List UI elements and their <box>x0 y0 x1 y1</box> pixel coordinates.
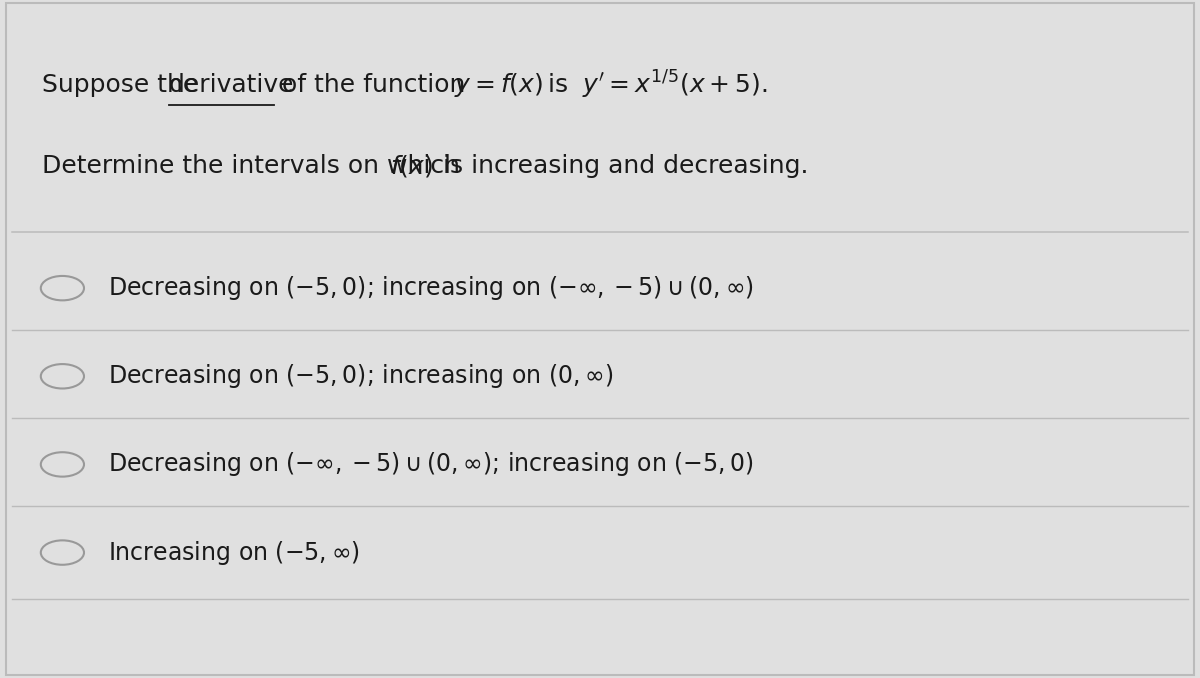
Text: Decreasing on $(-5, 0)$; increasing on $(0, \infty)$: Decreasing on $(-5, 0)$; increasing on $… <box>108 362 613 391</box>
Text: is increasing and decreasing.: is increasing and decreasing. <box>434 154 809 178</box>
Text: $f(x)$: $f(x)$ <box>390 153 433 179</box>
Text: of the function: of the function <box>275 73 474 97</box>
Text: Decreasing on $(-5, 0)$; increasing on $(-\infty, -5) \cup (0, \infty)$: Decreasing on $(-5, 0)$; increasing on $… <box>108 274 754 302</box>
Text: Decreasing on $(-\infty, -5) \cup (0, \infty)$; increasing on $(-5, 0)$: Decreasing on $(-\infty, -5) \cup (0, \i… <box>108 450 754 479</box>
Text: is: is <box>540 73 576 97</box>
Text: $y' = x^{1/5}(x + 5).$: $y' = x^{1/5}(x + 5).$ <box>582 68 768 101</box>
Text: derivative: derivative <box>169 73 294 97</box>
Text: Suppose the: Suppose the <box>42 73 206 97</box>
Text: $y = f(x)$: $y = f(x)$ <box>454 71 542 99</box>
Text: Increasing on $(-5, \infty)$: Increasing on $(-5, \infty)$ <box>108 538 360 567</box>
Text: Determine the intervals on which: Determine the intervals on which <box>42 154 468 178</box>
